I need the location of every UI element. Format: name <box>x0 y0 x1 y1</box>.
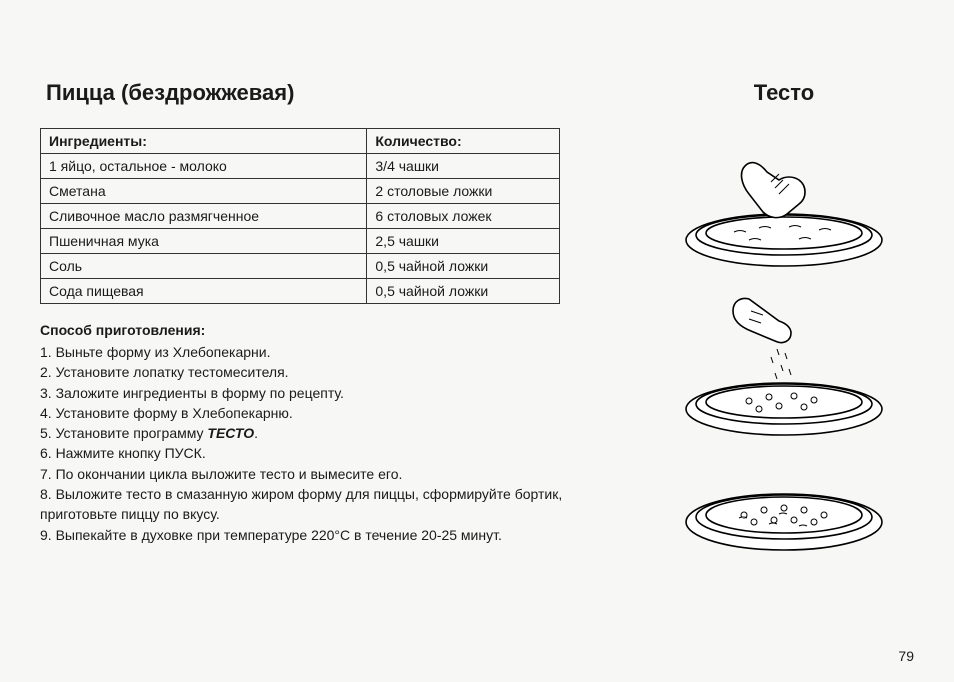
ingredient-cell: Пшеничная мука <box>41 229 367 254</box>
page: Пицца (бездрожжевая) Ингредиенты: Количе… <box>40 80 914 575</box>
section-title: Тесто <box>654 80 914 106</box>
method-steps: 1. Выньте форму из Хлебопекарни. 2. Уста… <box>40 342 624 545</box>
ingredient-cell: Соль <box>41 254 367 279</box>
table-row: Сливочное масло размягченное 6 столовых … <box>41 204 560 229</box>
right-column: Тесто <box>654 80 914 575</box>
table-row: Сметана 2 столовые ложки <box>41 179 560 204</box>
amount-cell: 2 столовые ложки <box>367 179 560 204</box>
step: 9. Выпекайте в духовке при температуре 2… <box>40 525 624 545</box>
recipe-title: Пицца (бездрожжевая) <box>46 80 624 106</box>
amount-cell: 2,5 чашки <box>367 229 560 254</box>
illustration-shape-dough <box>679 132 889 272</box>
ingredient-cell: 1 яйцо, остальное - молоко <box>41 154 367 179</box>
step: 3. Заложите ингредиенты в форму по рецеп… <box>40 383 624 403</box>
col-ingredients: Ингредиенты: <box>41 129 367 154</box>
table-row: Пшеничная мука 2,5 чашки <box>41 229 560 254</box>
step: 2. Установите лопатку тестомесителя. <box>40 362 624 382</box>
ingredient-cell: Сметана <box>41 179 367 204</box>
table-row: Соль 0,5 чайной ложки <box>41 254 560 279</box>
step-text: . <box>254 425 258 441</box>
step: 5. Установите программу ТЕСТО. <box>40 423 624 443</box>
amount-cell: 3/4 чашки <box>367 154 560 179</box>
ingredients-table: Ингредиенты: Количество: 1 яйцо, остальн… <box>40 128 560 304</box>
page-number: 79 <box>898 648 914 664</box>
left-column: Пицца (бездрожжевая) Ингредиенты: Количе… <box>40 80 624 575</box>
step: 7. По окончании цикла выложите тесто и в… <box>40 464 624 484</box>
step: 4. Установите форму в Хлебопекарню. <box>40 403 624 423</box>
table-row: Сода пищевая 0,5 чайной ложки <box>41 279 560 304</box>
illustration-sprinkle <box>679 291 889 441</box>
step-text: 5. Установите программу <box>40 425 207 441</box>
step: 1. Выньте форму из Хлебопекарни. <box>40 342 624 362</box>
ingredient-cell: Сливочное масло размягченное <box>41 204 367 229</box>
ingredient-cell: Сода пищевая <box>41 279 367 304</box>
table-row: 1 яйцо, остальное - молоко 3/4 чашки <box>41 154 560 179</box>
amount-cell: 6 столовых ложек <box>367 204 560 229</box>
col-amount: Количество: <box>367 129 560 154</box>
illustration-finished-pizza <box>679 460 889 560</box>
amount-cell: 0,5 чайной ложки <box>367 254 560 279</box>
method-title: Способ приготовления: <box>40 322 624 338</box>
step: 8. Выложите тесто в смазанную жиром форм… <box>40 484 624 525</box>
amount-cell: 0,5 чайной ложки <box>367 279 560 304</box>
step-emph: ТЕСТО <box>207 425 254 441</box>
step: 6. Нажмите кнопку ПУСК. <box>40 443 624 463</box>
